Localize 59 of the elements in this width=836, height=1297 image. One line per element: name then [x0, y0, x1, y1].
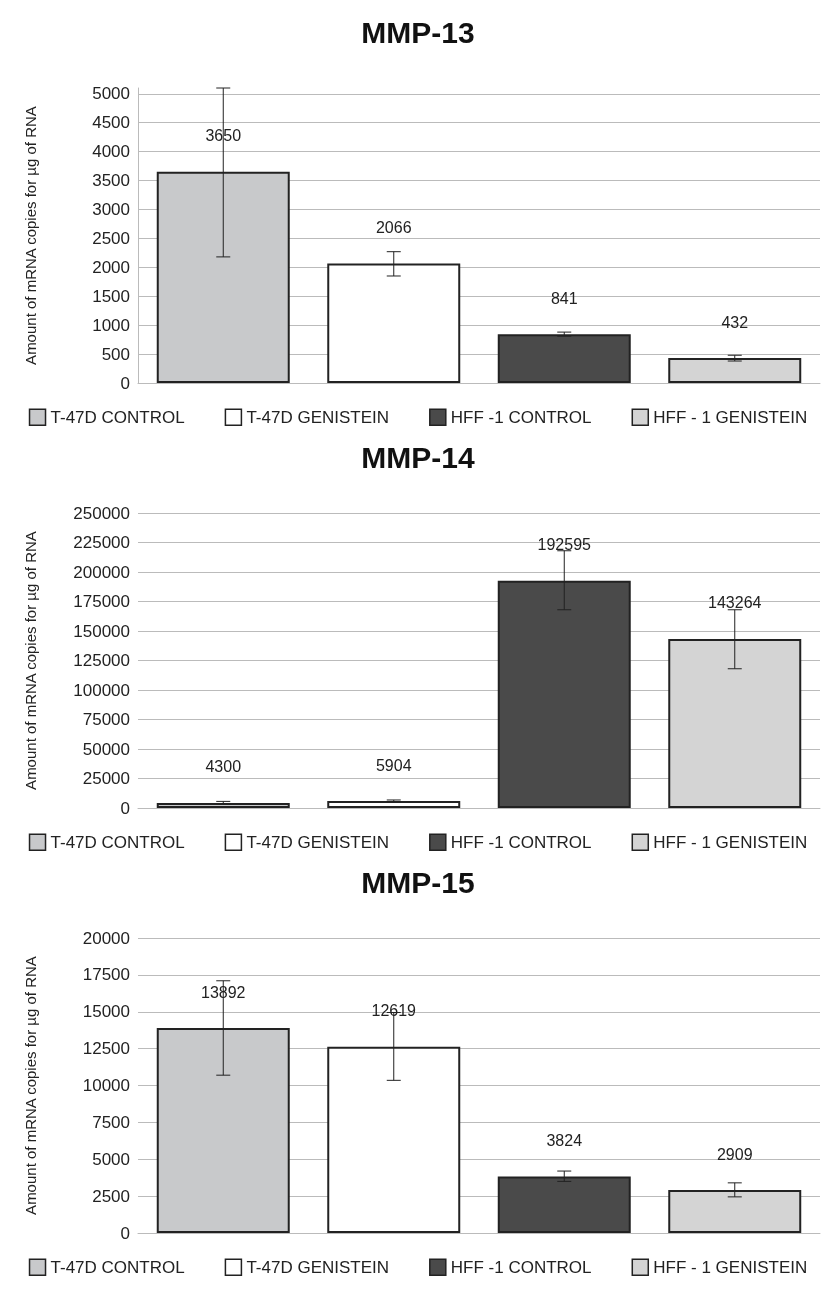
data-label: 5904: [375, 756, 412, 774]
y-tick-label: 20000: [82, 928, 130, 948]
y-tick-label: 200000: [73, 562, 130, 582]
data-label: 143264: [708, 594, 762, 612]
y-tick-label: 250000: [73, 503, 130, 523]
y-tick-label: 1500: [92, 286, 130, 306]
y-tick-label: 5000: [92, 1149, 130, 1169]
y-axis-title: Amount of mRNA copies for µg of RNA: [22, 531, 39, 790]
legend-label: HFF - 1 GENISTEIN: [653, 832, 808, 852]
chart-title: MMP-15: [361, 865, 475, 899]
y-tick-label: 12500: [82, 1039, 130, 1059]
legend-label: HFF - 1 GENISTEIN: [653, 1257, 808, 1277]
y-axis-title: Amount of mRNA copies for µg of RNA: [22, 106, 39, 365]
y-tick-label: 0: [120, 373, 130, 393]
y-tick-label: 4500: [92, 113, 130, 133]
y-tick-label: 75000: [82, 710, 130, 729]
data-label: 2909: [716, 1145, 753, 1163]
legend-label: T-47D CONTROL: [50, 1257, 185, 1277]
y-tick-label: 10000: [82, 1076, 130, 1095]
legend-label: T-47D GENISTEIN: [246, 407, 390, 427]
y-tick-label: 1000: [92, 315, 130, 335]
y-tick-label: 17500: [82, 965, 130, 985]
legend-label: HFF -1 CONTROL: [450, 1257, 592, 1277]
y-tick-label: 4000: [92, 142, 130, 162]
legend-label: T-47D CONTROL: [50, 407, 185, 427]
data-label: 432: [721, 313, 749, 331]
y-tick-label: 0: [120, 1223, 130, 1243]
legend-label: T-47D GENISTEIN: [246, 1257, 390, 1277]
data-label: 3824: [546, 1132, 583, 1150]
y-tick-label: 15000: [82, 1002, 130, 1022]
legend-label: T-47D GENISTEIN: [246, 832, 390, 852]
data-label: 2066: [375, 219, 412, 236]
y-tick-label: 5000: [92, 84, 130, 104]
y-tick-label: 2500: [92, 228, 130, 248]
legend-label: HFF - 1 GENISTEIN: [653, 407, 808, 427]
legend-label: T-47D CONTROL: [50, 832, 185, 852]
y-tick-label: 7500: [92, 1112, 130, 1132]
y-axis-title: Amount of mRNA copies for µg of RNA: [22, 956, 39, 1215]
y-tick-label: 0: [120, 798, 130, 818]
y-tick-label: 500: [101, 344, 130, 364]
y-tick-label: 2000: [92, 257, 130, 277]
y-tick-label: 150000: [73, 621, 130, 641]
data-label: 12619: [371, 1002, 417, 1020]
chart-title: MMP-13: [361, 15, 475, 49]
y-tick-label: 175000: [73, 592, 130, 611]
y-tick-label: 2500: [92, 1186, 130, 1206]
data-label: 841: [550, 289, 578, 307]
y-tick-label: 50000: [82, 739, 130, 759]
data-label: 192595: [537, 536, 592, 554]
chart-title: MMP-14: [361, 440, 475, 474]
y-tick-label: 25000: [82, 769, 130, 788]
y-tick-label: 3500: [92, 171, 130, 191]
y-tick-label: 125000: [73, 651, 130, 670]
y-tick-label: 100000: [73, 680, 130, 700]
y-tick-label: 225000: [73, 533, 130, 552]
y-tick-label: 3000: [92, 199, 130, 219]
legend-label: HFF -1 CONTROL: [450, 832, 592, 852]
data-label: 4300: [205, 758, 242, 776]
legend-label: HFF -1 CONTROL: [450, 407, 592, 427]
